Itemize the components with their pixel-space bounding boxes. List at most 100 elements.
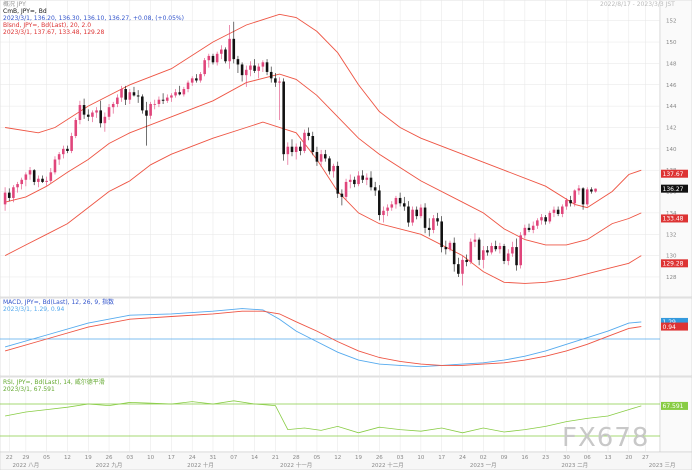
x-tick-label: 03 xyxy=(126,455,133,461)
candle-body xyxy=(290,146,294,153)
candle-body xyxy=(37,178,40,182)
candle-body xyxy=(411,209,414,223)
candle-body xyxy=(74,119,78,137)
candle-body xyxy=(560,206,564,214)
candle-body xyxy=(103,116,107,124)
x-tick-label: 20 xyxy=(625,455,632,461)
candle-body xyxy=(461,259,464,274)
candle-body xyxy=(274,78,277,83)
candle-body xyxy=(523,227,527,236)
candle-body xyxy=(278,81,281,83)
candle-body xyxy=(86,114,90,117)
candle-body xyxy=(585,189,589,205)
x-tick-label: 16 xyxy=(521,455,528,461)
candle-body xyxy=(141,96,144,111)
y-tick-label: 152 xyxy=(666,19,677,25)
candle-body xyxy=(369,177,373,188)
candle-body xyxy=(157,99,161,104)
x-tick-label: 10 xyxy=(147,455,154,461)
candle-body xyxy=(348,179,352,182)
candle-body xyxy=(249,65,252,70)
value-label-bg xyxy=(661,169,688,178)
candle-body xyxy=(16,184,19,188)
candle-body xyxy=(132,92,136,96)
candle-body xyxy=(565,200,568,207)
candle-body xyxy=(577,188,581,191)
candle-body xyxy=(548,212,552,222)
value-label: 67.591 xyxy=(663,403,684,410)
x-month-label: 2022 十二月 xyxy=(372,461,404,469)
x-month-label: 2023 二月 xyxy=(561,462,588,469)
panel-axis-2 xyxy=(659,376,692,453)
candle-body xyxy=(386,207,389,211)
candle-body xyxy=(311,136,315,153)
panel-frame-1 xyxy=(0,297,661,377)
candle-body xyxy=(436,218,439,222)
x-tick-label: 19 xyxy=(85,455,92,461)
candle-body xyxy=(299,146,302,151)
candle-body xyxy=(116,97,119,104)
candle-body xyxy=(465,259,468,263)
candle-body xyxy=(323,154,327,159)
x-tick-label: 05 xyxy=(43,455,50,461)
candle-body xyxy=(415,209,419,217)
value-label-bg xyxy=(661,214,688,223)
candle-body xyxy=(519,235,522,266)
candle-body xyxy=(303,132,306,151)
candle-body xyxy=(494,246,498,250)
y-tick-label: 128 xyxy=(666,275,677,281)
candle-body xyxy=(552,209,556,213)
x-tick-label: 13 xyxy=(605,455,612,461)
panel-axis-0 xyxy=(659,0,692,298)
candle-body xyxy=(452,242,456,265)
x-tick-label: 17 xyxy=(168,455,175,461)
x-tick-label: 03 xyxy=(397,455,404,461)
x-month-label: 2022 八月 xyxy=(12,462,39,469)
y-tick-label: 130 xyxy=(666,254,677,260)
x-tick-label: 19 xyxy=(355,455,362,461)
candle-body xyxy=(344,181,348,197)
x-tick-label: 24 xyxy=(189,455,196,461)
x-month-label: 2022 十一月 xyxy=(280,461,312,469)
y-tick-label: 140 xyxy=(666,147,677,153)
candle-body xyxy=(382,210,385,216)
candle-body xyxy=(432,218,435,230)
candle-body xyxy=(307,132,310,137)
candle-body xyxy=(486,250,489,253)
candle-body xyxy=(153,103,157,105)
candle-body xyxy=(111,103,115,108)
candle-body xyxy=(515,247,518,266)
candle-body xyxy=(170,95,173,98)
candle-body xyxy=(427,227,431,230)
rsi-line xyxy=(5,400,642,434)
candle-body xyxy=(66,148,69,151)
candle-body xyxy=(407,206,410,223)
candle-body xyxy=(124,89,127,100)
candle-body xyxy=(340,193,344,197)
candle-body xyxy=(28,170,32,175)
x-tick-label: 02 xyxy=(480,455,487,461)
candle-body xyxy=(24,174,28,180)
candle-body xyxy=(569,200,572,204)
candle-body xyxy=(165,97,169,101)
candle-body xyxy=(556,209,560,214)
candle-body xyxy=(20,179,24,185)
candle-body xyxy=(99,110,103,124)
value-label: 136.27 xyxy=(663,186,684,193)
candle-body xyxy=(45,180,48,182)
candle-body xyxy=(203,60,206,75)
x-tick-label: 27 xyxy=(642,455,649,461)
x-tick-label: 10 xyxy=(417,455,424,461)
candle-body xyxy=(91,112,94,117)
x-tick-label: 26 xyxy=(106,455,113,461)
candle-body xyxy=(398,197,402,204)
value-label-bg xyxy=(661,317,688,326)
value-label-bg xyxy=(661,401,688,410)
candle-body xyxy=(240,64,244,76)
price-info-line: Blsnd, JPY=, Bd(Last), 20, 2.0 xyxy=(3,22,91,29)
candle-body xyxy=(544,217,547,222)
candle-body xyxy=(178,92,182,95)
x-month-label: 2023 一月 xyxy=(470,462,497,469)
